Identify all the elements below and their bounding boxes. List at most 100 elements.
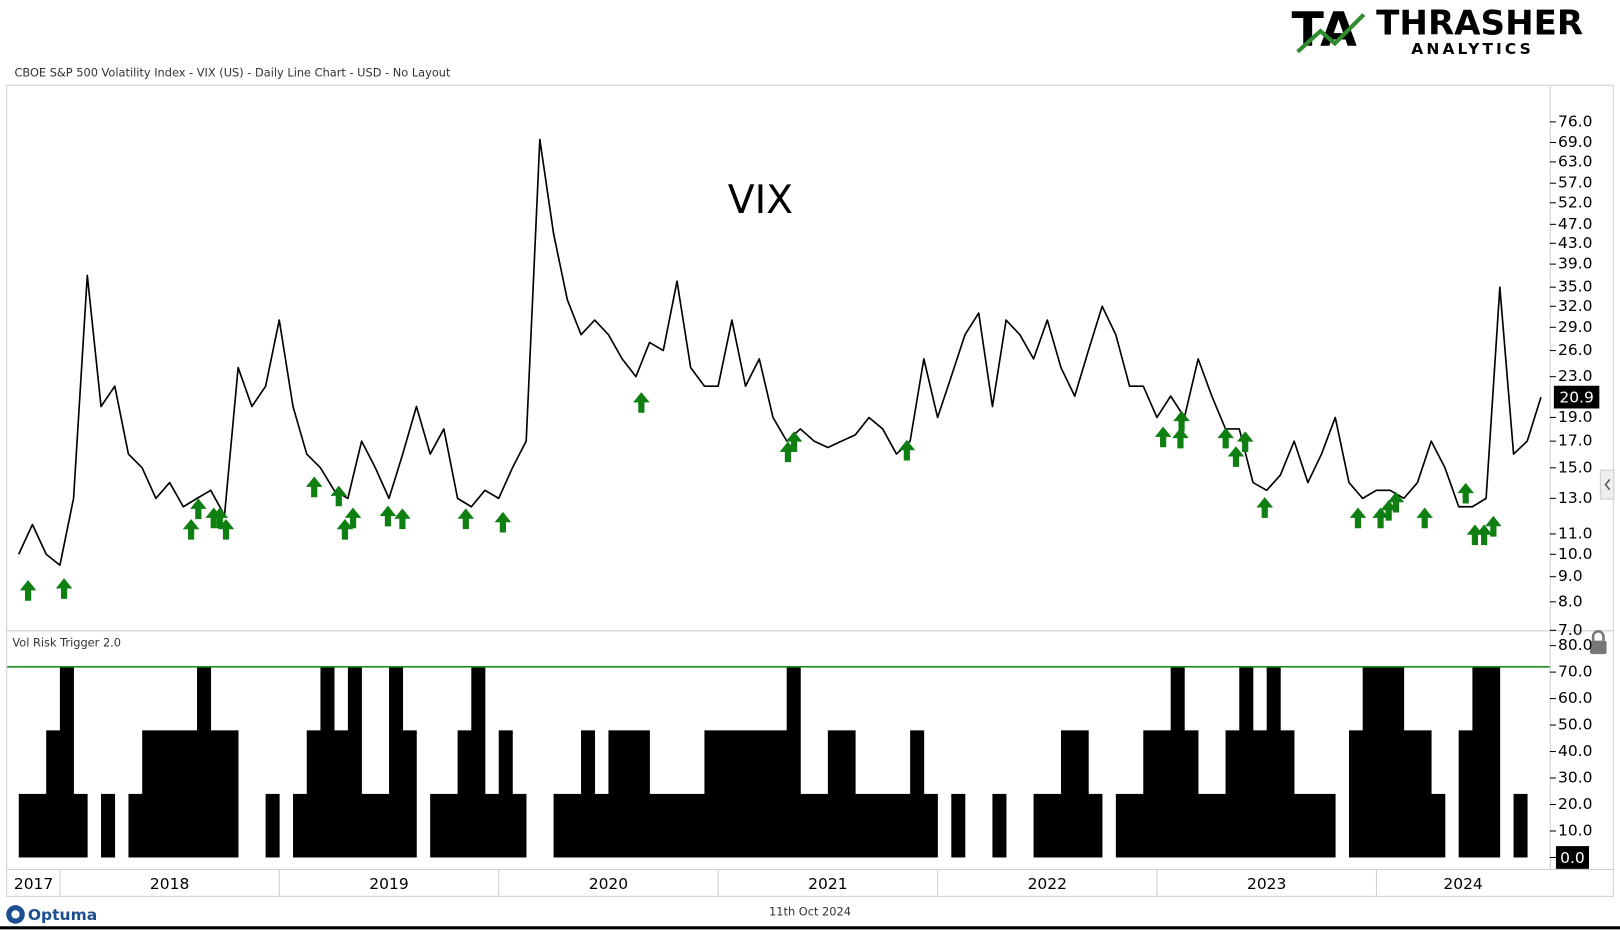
trigger-bar <box>128 793 143 858</box>
y-tick-label: 63.0 <box>1558 152 1592 170</box>
trigger-bar <box>265 793 280 858</box>
panel-title: Vol Risk Trigger 2.0 <box>12 636 121 650</box>
trigger-bar <box>1225 730 1240 858</box>
signal-arrow <box>1349 507 1367 529</box>
trigger-bar <box>361 793 376 858</box>
trigger-bar <box>375 793 390 858</box>
trigger-bar <box>800 793 815 858</box>
trigger-bar <box>1252 730 1268 858</box>
y-tick-label: 17.0 <box>1558 432 1592 450</box>
y-tick-label: 40.0 <box>1558 742 1592 760</box>
trigger-bar <box>1513 793 1528 858</box>
trigger-bar <box>677 793 692 858</box>
trigger-bar <box>1074 730 1089 858</box>
trigger-bar <box>1472 666 1487 858</box>
signal-arrow <box>1457 482 1474 504</box>
signal-arrow <box>1372 507 1389 529</box>
trigger-bar <box>1431 793 1446 858</box>
trigger-bar <box>512 793 527 858</box>
trigger-bar <box>1170 666 1185 858</box>
logo-tagline: ANALYTICS <box>1411 40 1534 58</box>
trigger-bar <box>293 793 308 858</box>
trigger-bar <box>1129 793 1144 858</box>
trigger-bar <box>992 793 1007 858</box>
trigger-bar <box>1294 793 1309 858</box>
x-tick-label: 2024 <box>1443 875 1482 893</box>
trigger-bar <box>1047 793 1062 858</box>
trigger-bar <box>46 730 61 858</box>
trigger-bar <box>759 730 774 858</box>
trigger-bar <box>910 730 925 858</box>
y-tick-label: 15.0 <box>1558 458 1592 476</box>
x-tick-label: 2020 <box>589 875 628 893</box>
y-tick-label: 69.0 <box>1558 133 1592 151</box>
trigger-bar <box>498 730 513 858</box>
y-tick-label: 39.0 <box>1558 255 1592 273</box>
trigger-bar <box>183 730 198 858</box>
trigger-bar <box>155 730 170 858</box>
trigger-bar <box>814 793 829 858</box>
y-tick-label: 19.0 <box>1558 408 1592 426</box>
last-value-label: 0.0 <box>1560 849 1585 867</box>
trigger-bar <box>101 793 116 858</box>
y-tick-label: 9.0 <box>1558 567 1583 585</box>
y-tick-label: 76.0 <box>1558 112 1592 130</box>
trigger-bar <box>608 730 623 858</box>
signal-arrow <box>1154 426 1172 448</box>
trigger-bar <box>389 666 404 858</box>
y-tick-label: 29.0 <box>1558 318 1592 336</box>
y-tick-label: 52.0 <box>1558 193 1592 211</box>
x-tick-label: 2022 <box>1028 875 1067 893</box>
signal-arrow <box>1387 491 1405 513</box>
signal-arrow <box>394 508 411 530</box>
trigger-bar <box>32 793 47 858</box>
trigger-bar <box>1307 793 1322 858</box>
trigger-bar <box>1321 793 1336 858</box>
trigger-bar <box>745 730 760 858</box>
vix-line <box>17 138 1542 567</box>
trigger-bar <box>485 793 500 858</box>
signal-arrow <box>1256 497 1273 518</box>
signal-arrow <box>1217 427 1234 449</box>
y-tick-label: 43.0 <box>1558 234 1592 252</box>
signal-arrow <box>1475 524 1493 546</box>
trigger-bar <box>868 793 884 858</box>
y-tick-label: 8.0 <box>1558 592 1583 610</box>
last-value-box <box>1555 846 1590 869</box>
logo-name: THRASHER <box>1376 3 1583 43</box>
trigger-bar <box>430 793 445 858</box>
trigger-bar <box>786 666 801 858</box>
trigger-bar <box>1156 730 1172 858</box>
trigger-bar <box>1362 666 1377 858</box>
trigger-bar <box>224 730 239 858</box>
signal-arrow <box>55 578 73 599</box>
y-tick-label: 70.0 <box>1558 663 1592 681</box>
trigger-bar <box>18 793 33 858</box>
trigger-bar <box>306 730 321 858</box>
y-tick-label: 35.0 <box>1558 278 1592 296</box>
x-tick-label: 2023 <box>1247 875 1286 893</box>
y-tick-label: 20.0 <box>1558 795 1592 813</box>
trigger-bar <box>690 793 705 858</box>
signal-arrow <box>1236 431 1254 452</box>
trigger-bar <box>197 666 212 858</box>
trigger-bar <box>553 793 568 858</box>
trigger-bar <box>73 793 88 858</box>
lock-icon[interactable] <box>1590 630 1607 655</box>
trigger-bar <box>1403 730 1418 858</box>
y-tick-label: 47.0 <box>1558 215 1592 233</box>
trigger-bar <box>347 666 362 858</box>
collapse-tab[interactable] <box>1599 469 1615 500</box>
trigger-bar <box>1376 666 1391 858</box>
trigger-bar <box>1211 793 1226 858</box>
signal-arrow <box>1380 499 1397 521</box>
trigger-bar <box>581 730 596 858</box>
trigger-bar <box>951 793 966 858</box>
trigger-bar <box>663 793 678 858</box>
trigger-bar <box>896 793 911 858</box>
trigger-bar <box>1033 793 1048 858</box>
trigger-bar <box>827 730 842 858</box>
trigger-bar <box>1458 730 1473 858</box>
y-tick-label: 80.0 <box>1558 636 1592 654</box>
